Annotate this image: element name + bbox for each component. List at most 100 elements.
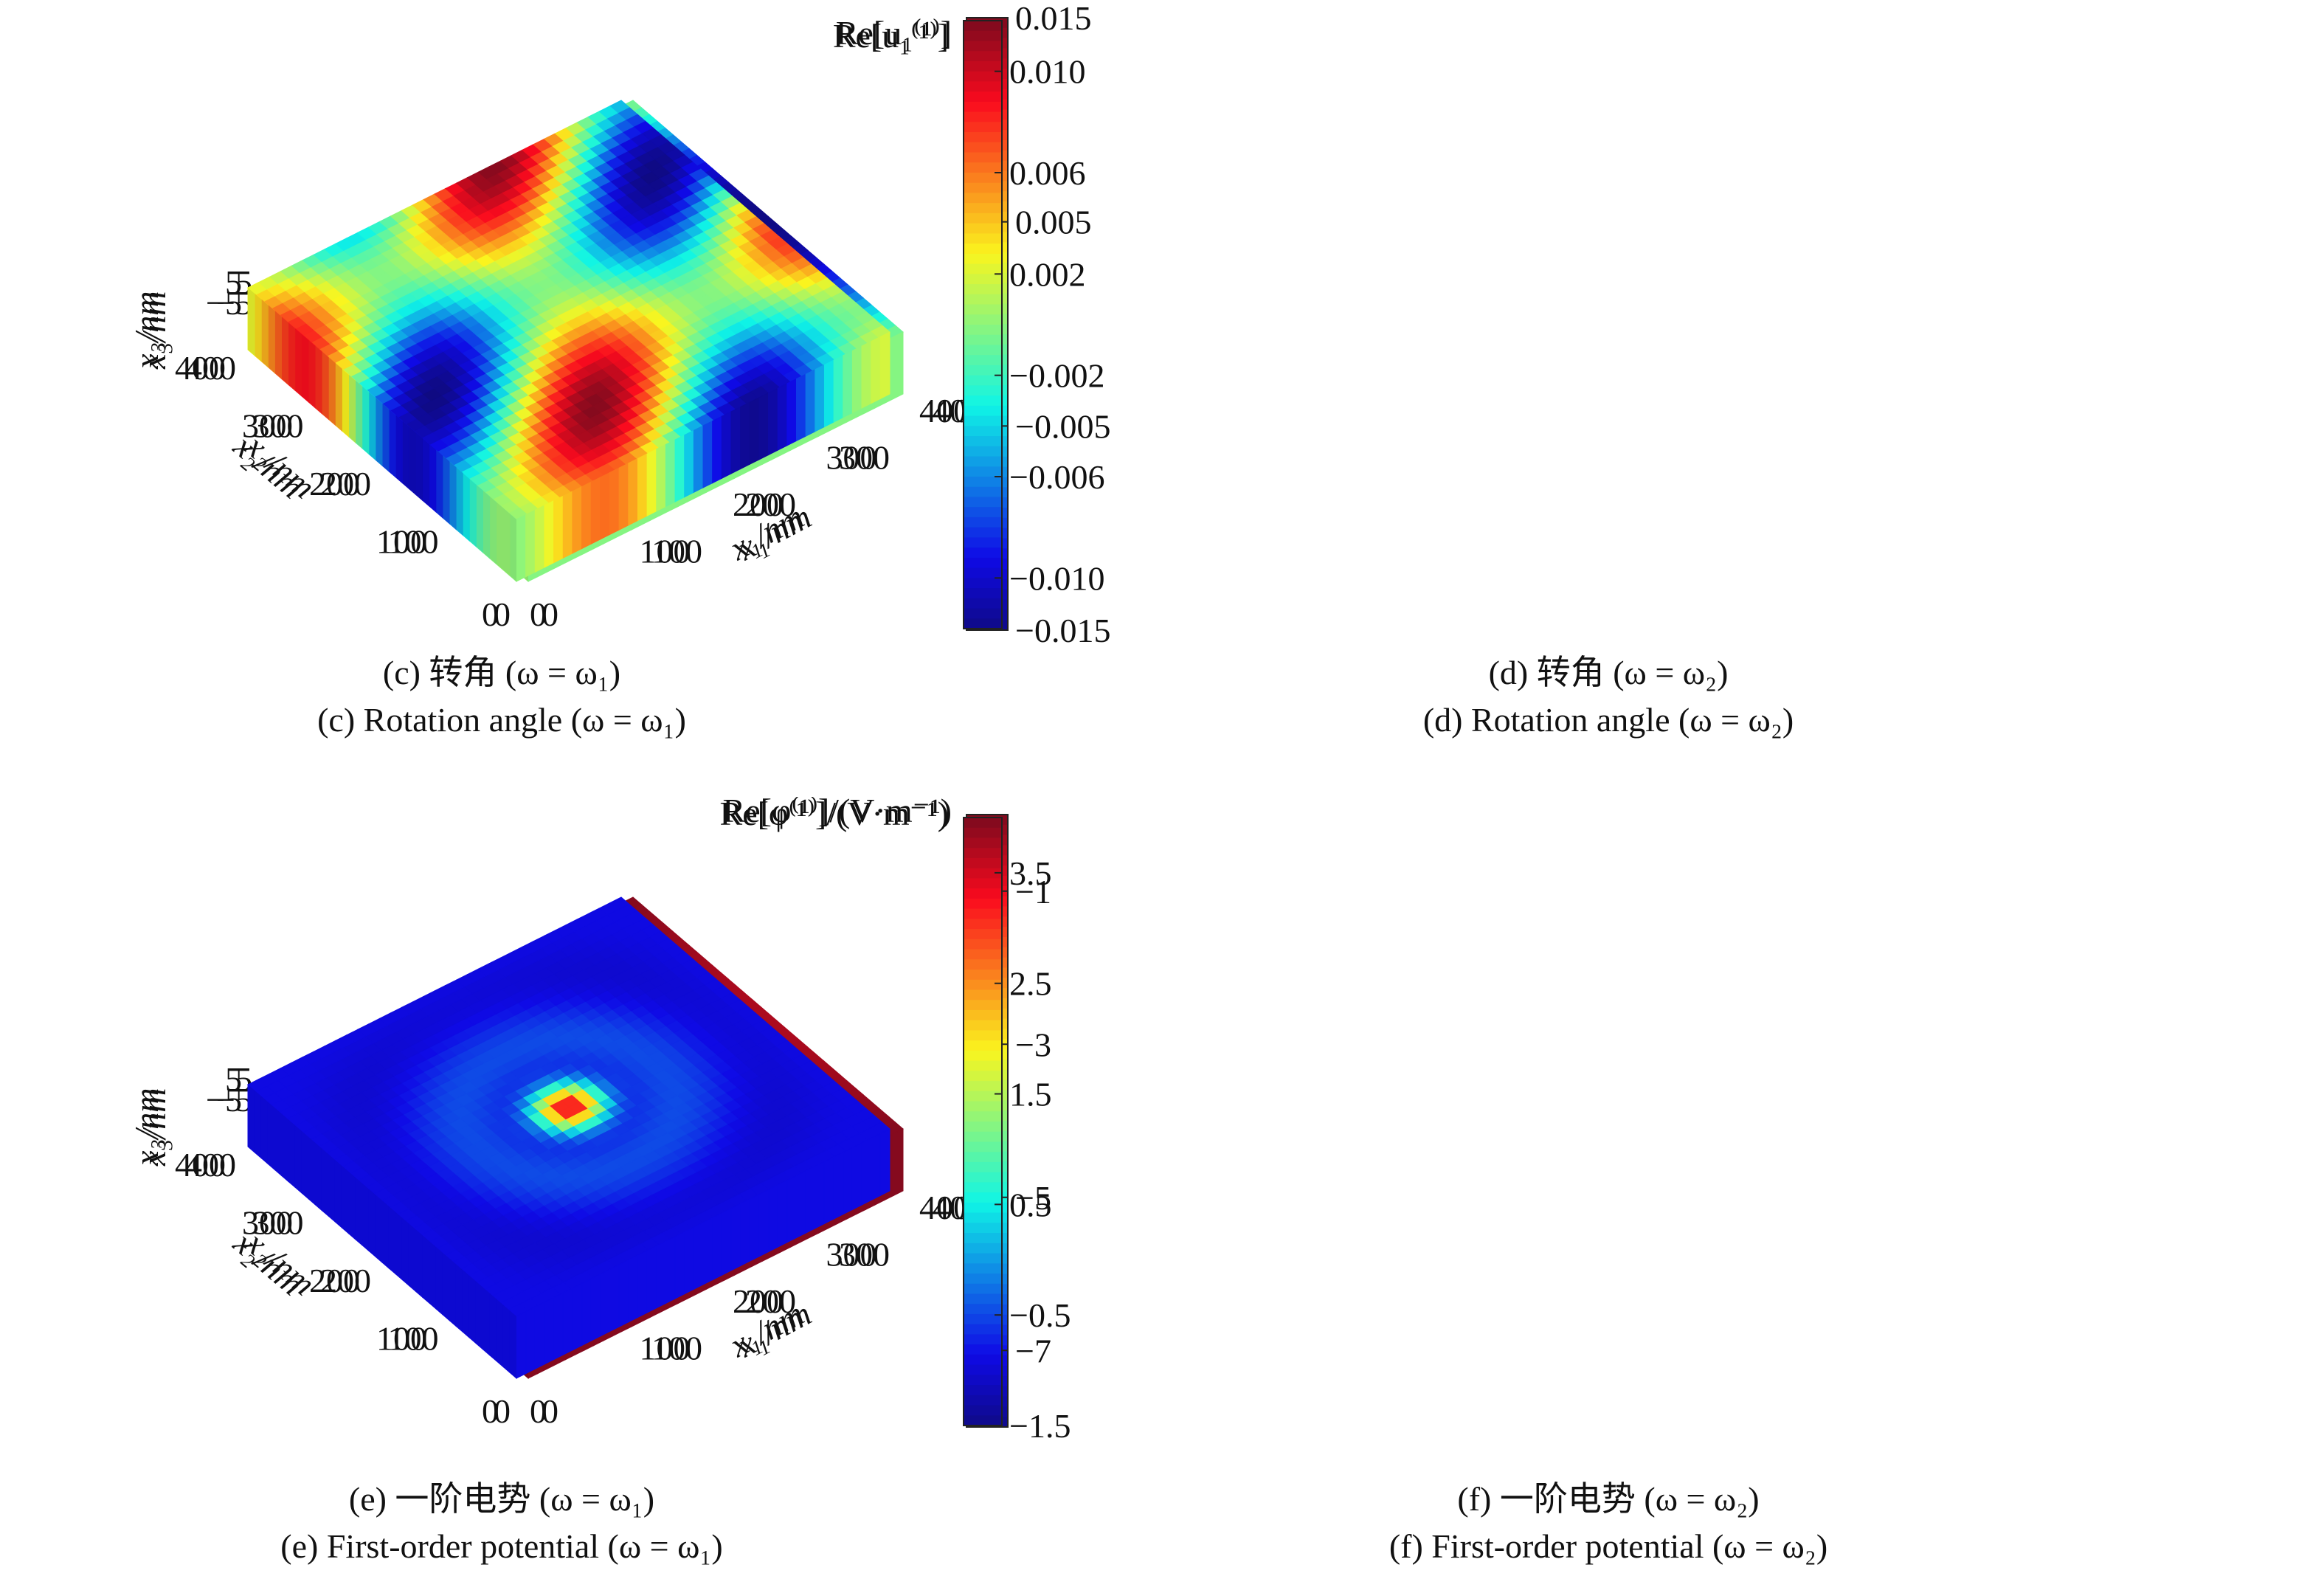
- surface-cell: [609, 100, 630, 114]
- colorbar-segment: [964, 567, 1002, 579]
- colorbar-segment: [964, 263, 1002, 275]
- colorbar-segment: [964, 516, 1002, 528]
- colorbar-segment: [964, 608, 1002, 620]
- colorbar-segment: [964, 497, 1002, 508]
- colorbar-segment: [964, 61, 1002, 72]
- slab-face: [879, 331, 890, 400]
- slab-face: [609, 467, 620, 536]
- colorbar-segment: [964, 537, 1002, 549]
- colorbar-tick-label: 0.005: [1015, 204, 1092, 241]
- slab-face: [562, 491, 573, 559]
- x2-tick-label: 100: [388, 523, 439, 561]
- colorbar-segment: [964, 101, 1002, 113]
- caption-e: (e) 一阶电势 (ω = ω₁) (e) First-order potent…: [221, 1476, 782, 1570]
- colorbar-title: Re[u₁⁽¹⁾]: [833, 17, 949, 55]
- colorbar-title: Re[φ⁽¹⁾]/(V·m⁻¹): [723, 797, 952, 829]
- colorbar-segment: [964, 456, 1002, 468]
- slab-face: [544, 500, 555, 568]
- slab-face: [525, 509, 536, 578]
- x2-tick-label: 100: [376, 523, 427, 561]
- colorbar-tick-label: −1: [1015, 873, 1051, 910]
- colorbar-segment: [964, 193, 1002, 204]
- x2-tick-label: 0: [494, 595, 511, 633]
- colorbar-segment: [964, 395, 1002, 407]
- colorbar-segment: [964, 162, 1002, 173]
- slab-face: [618, 462, 629, 531]
- slab-sides-d: [247, 286, 890, 583]
- x2-tick-label: 400: [185, 349, 236, 387]
- colorbar-segment: [964, 334, 1002, 346]
- slab-face: [712, 415, 722, 484]
- x2-tick-label: 300: [253, 407, 304, 445]
- colorbar-tick-label: −0.010: [1009, 559, 1104, 597]
- caption-c: (c) 转角 (ω = ω₁) (c) Rotation angle (ω = …: [221, 649, 782, 744]
- plot-d: 010020030040001002003004005−5x₁/nmx₂/nmx…: [128, 17, 1104, 633]
- slab-face: [758, 392, 770, 460]
- slab-face: [893, 331, 904, 400]
- colorbar-segment: [964, 212, 1002, 224]
- x1-tick-label: 0: [542, 595, 558, 633]
- slab-face: [851, 345, 862, 414]
- colorbar-segment: [964, 345, 1002, 356]
- slab-face: [740, 401, 750, 470]
- colorbar-tick-label: 0.002: [1009, 255, 1086, 293]
- colorbar-segment: [964, 527, 1002, 539]
- slab-face: [833, 354, 844, 423]
- colorbar-segment: [964, 405, 1002, 417]
- colorbar-segment: [964, 51, 1002, 62]
- colorbar-segment: [964, 132, 1002, 143]
- colorbar-tick-label: −0.015: [1015, 612, 1110, 649]
- colorbar-frame: [963, 20, 1003, 629]
- colorbar-segment: [964, 415, 1002, 427]
- x1-tick-label: 200: [745, 1282, 796, 1320]
- x1-tick-label: 200: [733, 485, 784, 523]
- x3-tick-label: −5: [206, 284, 242, 322]
- x1-tick-label: 0: [530, 595, 547, 633]
- x2-tick-label: 200: [320, 1262, 371, 1299]
- slab-face: [749, 397, 760, 466]
- colorbar-segment: [964, 375, 1002, 387]
- colorbar-tick-label: 0.015: [1015, 0, 1092, 37]
- slab-face: [628, 457, 638, 526]
- x2-tick-label: 200: [320, 465, 371, 502]
- x1-tick-label: 100: [651, 533, 702, 570]
- slab-face: [684, 429, 694, 498]
- slab-face: [693, 425, 704, 494]
- colorbar-segment: [964, 203, 1002, 214]
- plot-f: 010020030040001002003004005−5x₁/nmx₂/nmx…: [128, 797, 1071, 1445]
- colorbar-segment: [964, 142, 1002, 153]
- slab-face: [247, 286, 255, 356]
- slab-face: [768, 387, 778, 456]
- x2-tick-label: 400: [185, 1146, 236, 1183]
- colorbar-segment: [964, 507, 1002, 518]
- slab-face: [786, 378, 797, 446]
- colorbar-tick-label: −0.006: [1009, 458, 1104, 496]
- colorbar-segment: [964, 486, 1002, 498]
- caption-d: (d) 转角 (ω = ω₂) (d) Rotation angle (ω = …: [1328, 649, 1889, 744]
- caption-c-cn: (c) 转角 (ω = ω₁): [382, 654, 621, 691]
- colorbar-segment: [964, 618, 1002, 629]
- slab-face: [796, 373, 806, 442]
- colorbar-segment: [964, 294, 1002, 305]
- colorbar-segment: [964, 71, 1002, 83]
- colorbar-tick-label: −3: [1015, 1026, 1051, 1063]
- colorbar-segment: [964, 91, 1002, 103]
- panel-d: 0 100 200 300 400 0 100 200 300 400 5 −5 x₁/nm x₂/nm x…: [0, 0, 2324, 782]
- x1-tick-label: 300: [839, 1236, 890, 1274]
- colorbar-segment: [964, 182, 1002, 194]
- colorbar-segment: [964, 152, 1002, 164]
- slab-shade: [248, 288, 516, 581]
- colorbar-segment: [964, 314, 1002, 325]
- colorbar-segment: [964, 588, 1002, 599]
- colorbar-segment: [964, 436, 1002, 447]
- slab-face: [553, 495, 564, 564]
- surface-d: [247, 100, 890, 520]
- x1-tick-label: 200: [745, 485, 796, 523]
- colorbar-segment: [964, 111, 1002, 123]
- x2-tick-label: 100: [388, 1320, 439, 1358]
- x3-axis-label: x₃/nm: [128, 291, 165, 370]
- surface-f: [247, 896, 890, 1317]
- x1-tick-label: 100: [651, 1330, 702, 1367]
- colorbar-segment: [964, 477, 1002, 488]
- x2-tick-label: 400: [175, 349, 226, 387]
